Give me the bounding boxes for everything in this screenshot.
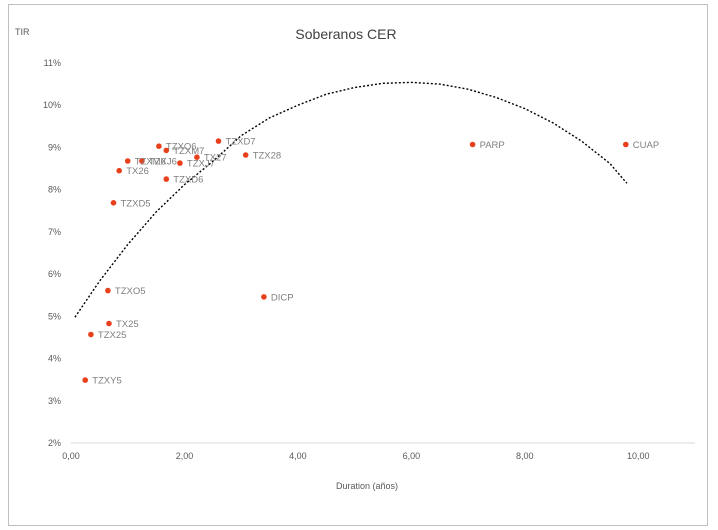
y-tick-label: 7%: [48, 227, 61, 237]
data-point: [623, 141, 629, 148]
data-label: TZX28: [253, 151, 282, 162]
data-label: TZXJ7: [187, 159, 215, 170]
data-label: TZXM7: [173, 146, 204, 157]
data-point: [124, 158, 131, 164]
x-tick-label: 6,00: [403, 451, 421, 461]
x-tick-label: 0,00: [62, 451, 80, 461]
data-label: TZXO6: [166, 142, 197, 153]
x-axis-title: Duration (años): [336, 481, 398, 491]
data-point: [105, 287, 111, 294]
trendline: [74, 81, 628, 318]
y-tick-labels: 2% 3% 4% 5% 6% 7% 8% 9% 10% 11%: [43, 58, 61, 448]
data-point: [88, 331, 94, 338]
data-label: CUAP: [633, 140, 659, 151]
y-tick-label: 11%: [44, 58, 61, 68]
data-point: [106, 320, 112, 327]
data-point: [194, 154, 200, 160]
data-label: TX27: [204, 153, 227, 164]
x-tick-label: 8,00: [516, 451, 534, 461]
data-point: [469, 141, 476, 148]
data-point: [242, 152, 249, 158]
data-labels: TZXY5TZX25TX25TZXO5TZXD5TX26TZXM6TZXJ6TZ…: [92, 137, 659, 387]
data-point: [261, 294, 267, 300]
y-tick-label: 6%: [48, 269, 61, 279]
y-tick-label: 4%: [48, 354, 61, 364]
data-point: [163, 147, 170, 154]
data-point: [156, 143, 162, 149]
y-tick-label: 3%: [48, 396, 61, 406]
data-label: TX25: [116, 319, 139, 330]
x-tick-labels: 0,00 2,00 4,00 6,00 8,00 10,00: [62, 451, 649, 461]
chart-frame: Soberanos CER TIR Duration (años) 2% 3% 4%…: [8, 4, 708, 526]
y-tick-label: 2%: [48, 438, 61, 448]
x-tick-label: 2,00: [176, 451, 194, 461]
data-point: [215, 138, 222, 144]
data-point: [110, 200, 117, 206]
data-label: TZXY5: [92, 376, 122, 387]
data-label: TZXJ6: [149, 157, 177, 168]
y-tick-label: 5%: [48, 311, 61, 321]
y-tick-label: 9%: [48, 142, 61, 152]
x-tick-label: 10,00: [627, 451, 650, 461]
data-label: TZXD5: [121, 198, 151, 209]
chart-title: Soberanos CER: [295, 26, 396, 42]
data-label: TZX25: [98, 330, 127, 341]
data-label: TZXM6: [135, 157, 166, 168]
data-label: TZXO5: [115, 286, 146, 297]
data-point: [82, 377, 88, 383]
y-axis-title: TIR: [15, 27, 30, 37]
data-label: TZXD6: [173, 175, 203, 186]
y-tick-label: 8%: [48, 185, 61, 195]
data-points: [82, 138, 629, 383]
data-label: TX26: [126, 166, 149, 177]
y-tick-label: 10%: [43, 100, 61, 110]
data-label: PARP: [480, 140, 505, 151]
data-label: DICP: [271, 292, 294, 303]
data-point: [177, 160, 183, 166]
data-point: [139, 158, 145, 164]
x-tick-label: 4,00: [289, 451, 307, 461]
data-point: [116, 167, 122, 174]
scatter-chart: Soberanos CER TIR Duration (años) 2% 3% 4%…: [15, 26, 695, 491]
data-label: TZXD7: [226, 137, 256, 148]
data-point: [163, 176, 170, 182]
